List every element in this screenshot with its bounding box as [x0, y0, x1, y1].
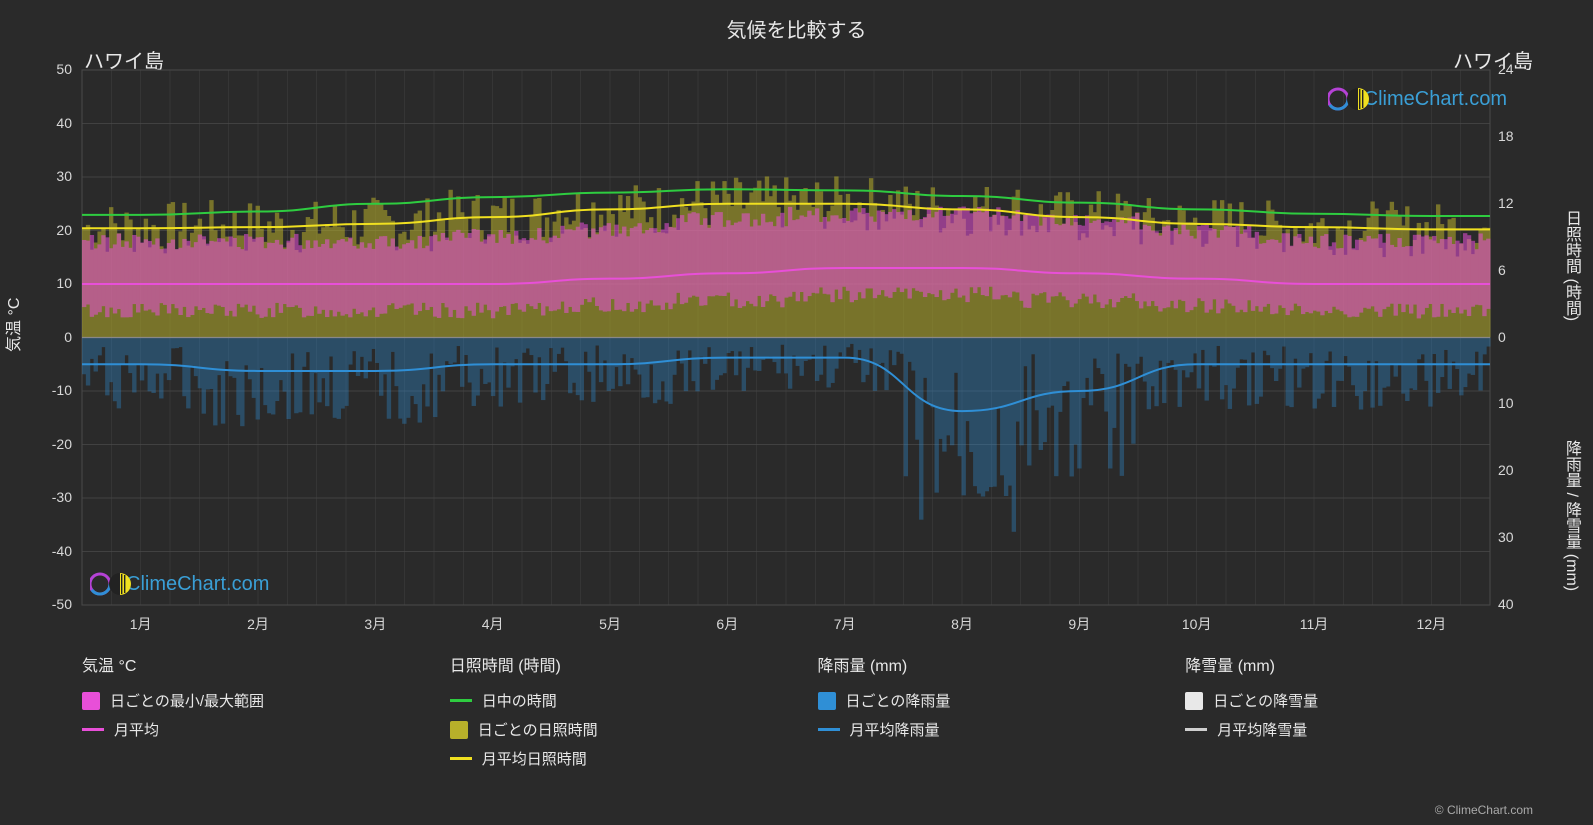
legend-label: 月平均日照時間 [482, 748, 587, 769]
x-tick: 2月 [247, 614, 269, 634]
x-tick: 5月 [599, 614, 621, 634]
y-tick-left: 30 [40, 168, 72, 184]
legend-label: 日ごとの降雨量 [846, 690, 951, 711]
legend-label: 日ごとの降雪量 [1213, 690, 1318, 711]
x-tick: 4月 [482, 614, 504, 634]
y-tick-left: -10 [40, 382, 72, 398]
legend-item: 日ごとの日照時間 [450, 719, 798, 740]
y-tick-left: -30 [40, 489, 72, 505]
legend-item: 月平均降雪量 [1185, 719, 1533, 740]
legend-item: 月平均降雨量 [818, 719, 1166, 740]
legend-item: 日中の時間 [450, 690, 798, 711]
y-axis-label-left: 気温 °C [0, 298, 24, 352]
legend-swatch [82, 728, 104, 731]
legend-swatch [450, 757, 472, 760]
y-tick-right: 12 [1498, 195, 1530, 211]
y-tick-left: 40 [40, 115, 72, 131]
legend-item: 日ごとの最小/最大範囲 [82, 690, 430, 711]
legend-group: 日照時間 (時間) 日中の時間日ごとの日照時間月平均日照時間 [450, 652, 798, 769]
x-tick: 12月 [1417, 614, 1447, 634]
y-tick-left: -40 [40, 543, 72, 559]
legend-group-title: 日照時間 (時間) [450, 652, 798, 676]
x-tick: 11月 [1300, 614, 1329, 634]
legend-swatch [450, 721, 468, 739]
legend-swatch [82, 692, 100, 710]
y-axis-label-right-bottom: 降雨量 / 降雪量 (mm) [1559, 440, 1583, 591]
legend-group: 降雨量 (mm) 日ごとの降雨量月平均降雨量 [818, 652, 1166, 769]
y-tick-right: 0 [1498, 329, 1530, 345]
watermark-bottom-left: ClimeChart.com [90, 570, 269, 598]
x-tick: 7月 [834, 614, 856, 634]
watermark-text: ClimeChart.com [1364, 88, 1507, 111]
legend-group: 降雪量 (mm) 日ごとの降雪量月平均降雪量 [1185, 652, 1533, 769]
legend-swatch [450, 699, 472, 702]
legend-swatch [818, 692, 836, 710]
legend-label: 月平均降雪量 [1217, 719, 1307, 740]
watermark-top-right: ClimeChart.com [1328, 85, 1507, 113]
legend-label: 月平均降雨量 [850, 719, 940, 740]
y-tick-left: 0 [40, 329, 72, 345]
y-tick-right: 30 [1498, 529, 1530, 545]
x-tick: 8月 [951, 614, 973, 634]
legend-label: 月平均 [114, 719, 159, 740]
x-tick: 9月 [1068, 614, 1090, 634]
y-tick-left: 10 [40, 275, 72, 291]
x-tick: 6月 [716, 614, 738, 634]
x-tick: 1月 [130, 614, 152, 634]
y-tick-right: 10 [1498, 395, 1530, 411]
climechart-logo-icon [90, 570, 118, 598]
y-tick-left: 20 [40, 222, 72, 238]
y-tick-right: 40 [1498, 596, 1530, 612]
y-tick-left: -50 [40, 596, 72, 612]
legend-label: 日中の時間 [482, 690, 557, 711]
watermark-text: ClimeChart.com [126, 573, 269, 596]
legend-item: 月平均日照時間 [450, 748, 798, 769]
attribution: © ClimeChart.com [1435, 803, 1533, 817]
y-tick-right: 6 [1498, 262, 1530, 278]
legend-item: 日ごとの降雪量 [1185, 690, 1533, 711]
x-tick: 10月 [1182, 614, 1212, 634]
legend-swatch [818, 728, 840, 731]
legend: 気温 °C 日ごとの最小/最大範囲月平均 日照時間 (時間) 日中の時間日ごとの日照時… [82, 652, 1533, 769]
y-axis-label-right-top: 日照時間 (時間) [1559, 210, 1583, 321]
y-tick-right: 20 [1498, 462, 1530, 478]
legend-group-title: 気温 °C [82, 652, 430, 676]
y-tick-left: -20 [40, 436, 72, 452]
legend-label: 日ごとの日照時間 [478, 719, 598, 740]
climechart-logo-icon [1328, 85, 1356, 113]
climate-chart: 気候を比較する ハワイ島 ハワイ島 気温 °C 日照時間 (時間) 降雨量 / … [0, 0, 1593, 825]
legend-swatch [1185, 692, 1203, 710]
y-tick-right: 24 [1498, 61, 1530, 77]
legend-group: 気温 °C 日ごとの最小/最大範囲月平均 [82, 652, 430, 769]
y-tick-left: 50 [40, 61, 72, 77]
legend-item: 日ごとの降雨量 [818, 690, 1166, 711]
legend-label: 日ごとの最小/最大範囲 [110, 690, 264, 711]
x-tick: 3月 [364, 614, 386, 634]
legend-group-title: 降雨量 (mm) [818, 652, 1166, 676]
y-tick-right: 18 [1498, 128, 1530, 144]
legend-item: 月平均 [82, 719, 430, 740]
legend-swatch [1185, 728, 1207, 731]
legend-group-title: 降雪量 (mm) [1185, 652, 1533, 676]
